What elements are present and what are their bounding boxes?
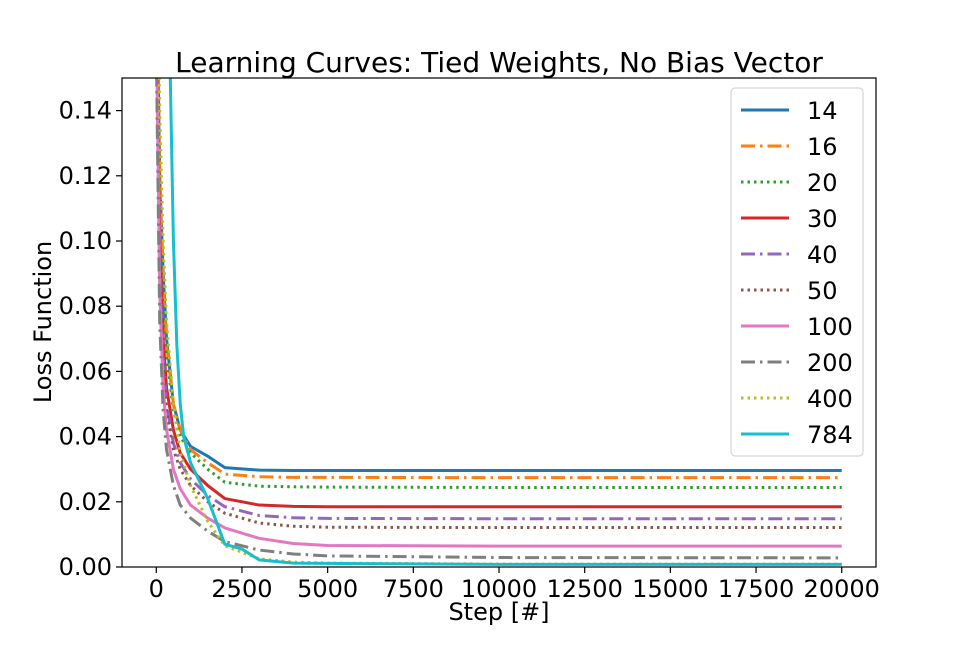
series-line-200 — [155, 78, 842, 560]
legend-label-50: 50 — [807, 277, 838, 305]
y-tick-label: 0.04 — [59, 423, 112, 451]
series-line-784 — [168, 78, 842, 566]
x-tick-label: 12500 — [547, 575, 623, 603]
x-tick-label: 20000 — [804, 575, 880, 603]
x-tick-label: 15000 — [632, 575, 708, 603]
legend-label-14: 14 — [807, 97, 838, 125]
legend-label-40: 40 — [807, 241, 838, 269]
chart-title: Learning Curves: Tied Weights, No Bias V… — [175, 46, 823, 79]
legend-label-400: 400 — [807, 385, 853, 413]
y-axis-label: Loss Function — [29, 241, 57, 403]
y-tick-label: 0.12 — [59, 162, 112, 190]
legend-label-16: 16 — [807, 133, 838, 161]
x-tick-label: 5000 — [297, 575, 358, 603]
series-line-20 — [156, 78, 842, 489]
legend: 14 16 20 30 40 50 100 200 400 784 — [730, 87, 864, 457]
x-tick-label: 0 — [149, 575, 164, 603]
legend-label-100: 100 — [807, 313, 853, 341]
y-tick-label: 0.14 — [59, 97, 112, 125]
series-layer — [155, 78, 842, 566]
y-tick-label: 0.06 — [59, 357, 112, 385]
x-tick-label: 10000 — [461, 575, 537, 603]
legend-label-784: 784 — [807, 421, 853, 449]
legend-label-200: 200 — [807, 349, 853, 377]
y-tick-label: 0.02 — [59, 488, 112, 516]
series-line-14 — [156, 78, 842, 472]
y-tick-label: 0.08 — [59, 292, 112, 320]
x-tick-label: 7500 — [383, 575, 444, 603]
x-axis-label: Step [#] — [448, 598, 549, 626]
x-tick-label: 2500 — [211, 575, 272, 603]
legend-label-30: 30 — [807, 205, 838, 233]
x-tick-label: 17500 — [718, 575, 794, 603]
y-tick-label: 0.00 — [59, 553, 112, 581]
y-axis: 0.00 0.02 0.04 0.06 0.08 0.10 0.12 0.14 — [59, 97, 122, 581]
y-tick-label: 0.10 — [59, 227, 112, 255]
legend-label-20: 20 — [807, 169, 838, 197]
x-axis: 0 2500 5000 7500 10000 12500 15000 17500 20000 — [149, 567, 880, 603]
legend-box — [730, 87, 864, 457]
